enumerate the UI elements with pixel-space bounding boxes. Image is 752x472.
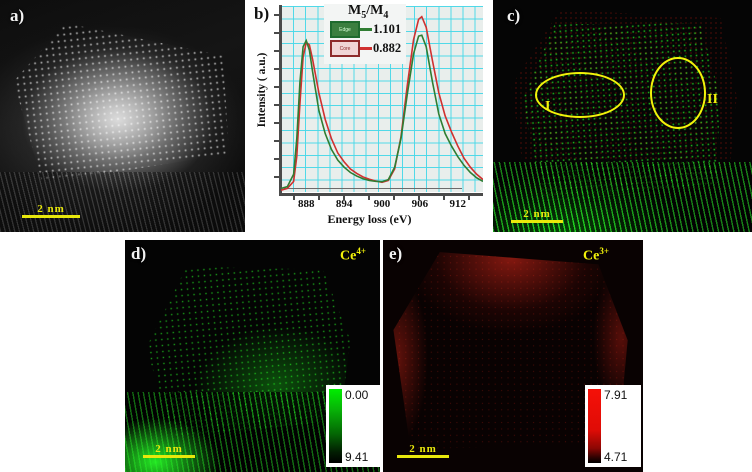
panel-e-scalebar-bar bbox=[397, 455, 449, 458]
y-tick bbox=[274, 32, 280, 34]
y-tick bbox=[274, 14, 280, 16]
legend-row-edge[interactable]: Edge 1.101 bbox=[330, 20, 401, 39]
x-tick bbox=[368, 195, 370, 200]
plot-title: M5/M4 bbox=[348, 3, 388, 21]
panel-e-colorbar-max: 7.91 bbox=[604, 388, 628, 402]
region-label-I: I bbox=[545, 99, 551, 114]
region-label-II: II bbox=[707, 92, 718, 107]
plot-frame: M5/M4 Edge 1.101 Core 0.882 888 894 900 906… bbox=[248, 0, 491, 232]
panel-a-letter: a) bbox=[10, 6, 25, 25]
x-axis-title: Energy loss (eV) bbox=[327, 212, 412, 226]
legend-value-edge: 1.101 bbox=[373, 22, 402, 36]
panel-d-colorbar-max: 0.00 bbox=[345, 388, 369, 402]
region-marker-ellipse-I[interactable] bbox=[535, 72, 625, 118]
panel-c-scalebar-label: 2 nm bbox=[523, 208, 551, 220]
spectrum-curves bbox=[281, 15, 483, 192]
x-tick bbox=[343, 195, 345, 200]
title-sub-4: 4 bbox=[383, 9, 389, 21]
panel-a-scalebar-bar bbox=[22, 215, 80, 218]
panel-a-scalebar-label: 2 nm bbox=[37, 203, 65, 215]
region-marker-ellipse-II[interactable] bbox=[650, 57, 706, 129]
bottom-middle-gap bbox=[380, 237, 383, 472]
panel-d-colorbar-gradient bbox=[329, 389, 342, 463]
panel-b-eels-spectrum[interactable]: M5/M4 Edge 1.101 Core 0.882 888 894 900 906… bbox=[248, 0, 491, 232]
panel-e-scalebar-label: 2 nm bbox=[409, 443, 437, 455]
panel-c-scalebar: 2 nm bbox=[511, 208, 563, 223]
panel-d-colorbar[interactable]: 0.00 9.41 bbox=[326, 385, 380, 467]
panel-e-letter: e) bbox=[389, 244, 403, 263]
x-tick-label: 900 bbox=[373, 198, 391, 210]
x-tick-label: 906 bbox=[411, 198, 429, 210]
panel-b-letter: b) bbox=[254, 4, 270, 23]
spectrum-baseline bbox=[284, 188, 462, 189]
title-m: M bbox=[348, 3, 362, 18]
title-sub-5: 5 bbox=[361, 9, 367, 21]
panel-e-colorbar-min: 4.71 bbox=[604, 450, 628, 464]
panel-d-scalebar-label: 2 nm bbox=[155, 443, 183, 455]
x-tick-label: 894 bbox=[335, 198, 353, 210]
panel-e-species-label: Ce3+ bbox=[583, 246, 609, 265]
x-axis-line bbox=[279, 193, 483, 196]
x-tick-label: 888 bbox=[298, 198, 315, 210]
panel-e-scalebar: 2 nm bbox=[397, 443, 449, 458]
edge-spectrum-line bbox=[281, 34, 483, 190]
panel-c-composite-map[interactable]: I II c) 2 nm bbox=[493, 0, 752, 232]
x-tick-label: 912 bbox=[449, 198, 467, 210]
x-tick-labels: 888 894 900 906 912 bbox=[281, 198, 483, 212]
map-d-corner-glow bbox=[125, 392, 245, 472]
y-tick bbox=[274, 140, 280, 142]
panel-a-scalebar: 2 nm bbox=[22, 203, 80, 218]
bottom-left-margin bbox=[0, 237, 125, 472]
panel-e-colorbar-labels: 7.91 4.71 bbox=[601, 389, 638, 463]
haadf-substrate-fringes bbox=[0, 172, 245, 232]
panel-e-species-charge: 3+ bbox=[599, 246, 609, 256]
panel-d-colorbar-min: 9.41 bbox=[345, 450, 369, 464]
panel-d-letter: d) bbox=[131, 244, 147, 263]
legend-leader-core bbox=[360, 47, 372, 50]
x-tick bbox=[293, 195, 295, 200]
panel-d-colorbar-labels: 0.00 9.41 bbox=[342, 389, 377, 463]
y-axis-title: Intensity ( a.u.) bbox=[256, 52, 268, 128]
x-tick bbox=[418, 195, 420, 200]
y-tick bbox=[274, 86, 280, 88]
title-slash-m: /M bbox=[366, 3, 384, 18]
y-tick bbox=[274, 122, 280, 124]
y-axis-line bbox=[279, 5, 282, 195]
y-tick bbox=[274, 68, 280, 70]
y-tick bbox=[274, 104, 280, 106]
x-tick bbox=[393, 195, 395, 200]
panel-d-species-charge: 4+ bbox=[356, 246, 366, 256]
legend-row-core[interactable]: Core 0.882 bbox=[330, 39, 401, 58]
panel-e-colorbar[interactable]: 7.91 4.71 bbox=[585, 385, 641, 467]
legend-swatch-core: Core bbox=[330, 40, 360, 57]
legend-value-core: 0.882 bbox=[373, 41, 402, 55]
panel-e-species-base: Ce bbox=[583, 248, 600, 264]
bottom-right-margin bbox=[643, 240, 752, 472]
y-tick bbox=[274, 50, 280, 52]
x-tick bbox=[468, 195, 470, 200]
y-tick bbox=[274, 176, 280, 178]
legend-leader-edge bbox=[360, 28, 372, 31]
y-tick bbox=[274, 158, 280, 160]
panel-d-scalebar: 2 nm bbox=[143, 443, 195, 458]
legend-swatch-edge: Edge bbox=[330, 21, 360, 38]
x-tick bbox=[443, 195, 445, 200]
chart-legend[interactable]: Edge 1.101 Core 0.882 bbox=[330, 20, 401, 58]
panel-d-species-base: Ce bbox=[340, 248, 357, 264]
panel-c-scalebar-bar bbox=[511, 220, 563, 223]
panel-a-haadf-image[interactable]: a) 2 nm bbox=[0, 0, 245, 232]
panel-d-species-label: Ce4+ bbox=[340, 246, 366, 265]
panel-e-colorbar-gradient bbox=[588, 389, 601, 463]
panel-d-scalebar-bar bbox=[143, 455, 195, 458]
x-tick bbox=[318, 195, 320, 200]
panel-c-letter: c) bbox=[507, 6, 521, 25]
